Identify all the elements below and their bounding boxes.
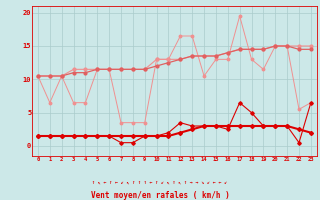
Text: ↑ ↖ ← ↑ ← ↙ ↖ ↑ ↑ ↑ ← ↑ ↙ ↖ ↑ ↖ ↑ → → ↘ ↙ ← ← ↙: ↑ ↖ ← ↑ ← ↙ ↖ ↑ ↑ ↑ ← ↑ ↙ ↖ ↑ ↖ ↑ → → ↘ …	[92, 180, 228, 186]
Text: Vent moyen/en rafales ( km/h ): Vent moyen/en rafales ( km/h )	[91, 190, 229, 200]
